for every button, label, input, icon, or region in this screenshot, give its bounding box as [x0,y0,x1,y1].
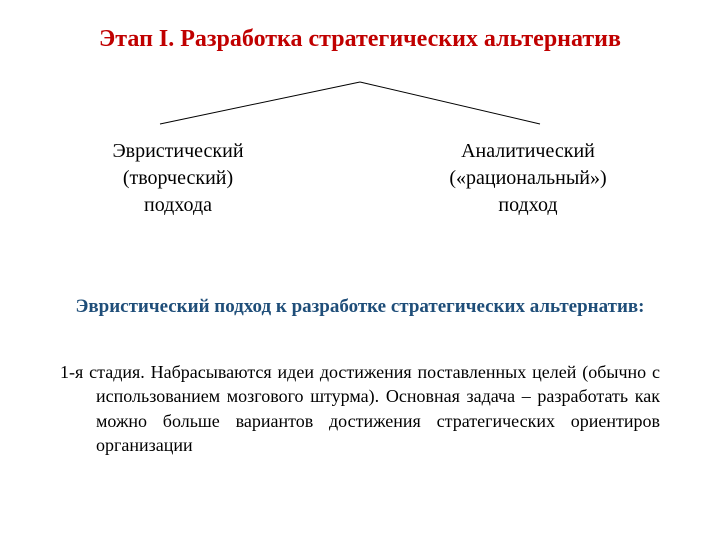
branch-lines [0,74,720,144]
branch-line-left [160,82,360,124]
branch-label-analytic: Аналитический(«рациональный»)подход [418,138,638,219]
branch-label-line: Эвристический [78,138,278,165]
body-paragraph: 1-я стадия. Набрасываются идеи достижени… [60,360,660,457]
branch-label-line: (творческий) [78,165,278,192]
branch-label-line: подхода [78,192,278,219]
branch-label-line: Аналитический [418,138,638,165]
slide-subtitle: Эвристический подход к разработке страте… [0,296,720,318]
branch-line-right [360,82,540,124]
slide-title: Этап I. Разработка стратегических альтер… [0,26,720,53]
branch-label-heuristic: Эвристический(творческий)подхода [78,138,278,219]
branch-label-line: подход [418,192,638,219]
branch-label-line: («рациональный») [418,165,638,192]
